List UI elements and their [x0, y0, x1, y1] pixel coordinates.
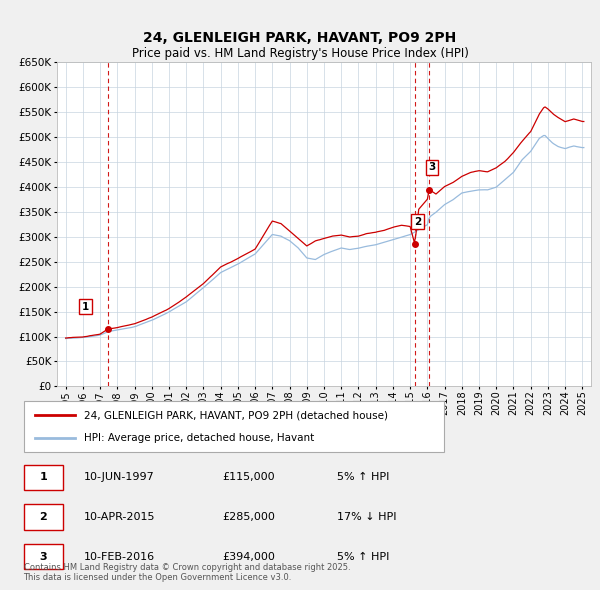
Text: HPI: Average price, detached house, Havant: HPI: Average price, detached house, Hava…: [84, 432, 314, 442]
Text: 5% ↑ HPI: 5% ↑ HPI: [337, 552, 390, 562]
FancyBboxPatch shape: [23, 465, 62, 490]
Text: 10-JUN-1997: 10-JUN-1997: [84, 473, 155, 483]
Text: 5% ↑ HPI: 5% ↑ HPI: [337, 473, 390, 483]
Text: 24, GLENLEIGH PARK, HAVANT, PO9 2PH (detached house): 24, GLENLEIGH PARK, HAVANT, PO9 2PH (det…: [84, 410, 388, 420]
Text: 17% ↓ HPI: 17% ↓ HPI: [337, 512, 397, 522]
Text: 24, GLENLEIGH PARK, HAVANT, PO9 2PH: 24, GLENLEIGH PARK, HAVANT, PO9 2PH: [143, 31, 457, 45]
Text: 3: 3: [428, 162, 436, 172]
Text: £115,000: £115,000: [222, 473, 275, 483]
Text: 10-APR-2015: 10-APR-2015: [84, 512, 155, 522]
FancyBboxPatch shape: [23, 401, 444, 452]
Text: Contains HM Land Registry data © Crown copyright and database right 2025.
This d: Contains HM Land Registry data © Crown c…: [23, 563, 350, 582]
Text: 2: 2: [414, 217, 421, 227]
Text: Price paid vs. HM Land Registry's House Price Index (HPI): Price paid vs. HM Land Registry's House …: [131, 47, 469, 60]
Text: 1: 1: [82, 301, 89, 312]
FancyBboxPatch shape: [23, 544, 62, 569]
Text: £394,000: £394,000: [222, 552, 275, 562]
FancyBboxPatch shape: [23, 504, 62, 530]
Text: 2: 2: [39, 512, 47, 522]
Text: 3: 3: [39, 552, 47, 562]
Text: 10-FEB-2016: 10-FEB-2016: [84, 552, 155, 562]
Text: 1: 1: [39, 473, 47, 483]
Text: £285,000: £285,000: [222, 512, 275, 522]
